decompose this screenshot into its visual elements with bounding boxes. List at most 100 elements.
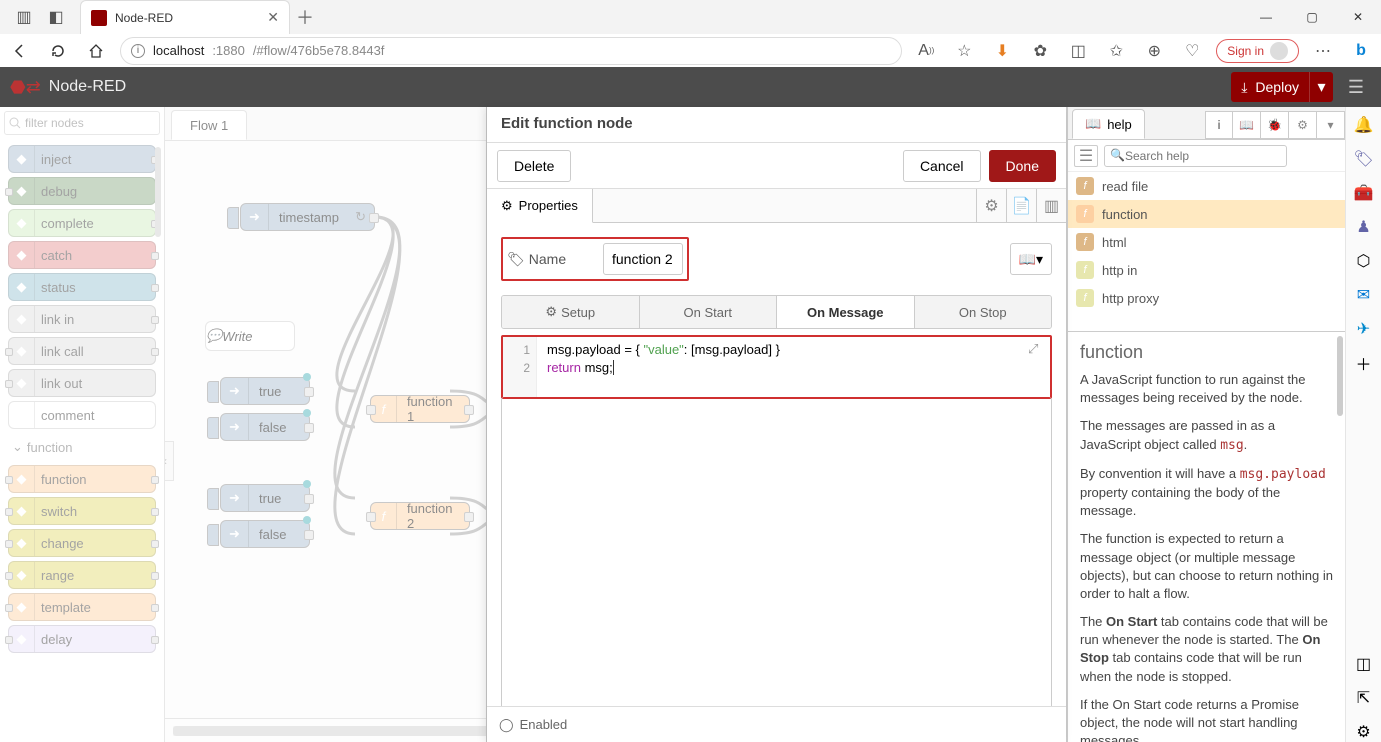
inject-node-timestamp[interactable]: ➜ timestamp ↻ <box>240 203 375 231</box>
enabled-icon[interactable]: ◯ <box>499 717 514 733</box>
name-input[interactable] <box>603 243 683 275</box>
palette-node-link-out[interactable]: ◆link out <box>8 369 156 397</box>
config-tab-icon[interactable]: ⚙ <box>1289 111 1317 139</box>
inject-node-false1[interactable]: ➜ false <box>220 413 310 441</box>
delete-button[interactable]: Delete <box>497 150 571 182</box>
palette-node-complete[interactable]: ◆complete <box>8 209 156 237</box>
help-search-input[interactable] <box>1104 145 1287 167</box>
palette-node-function[interactable]: ◆function <box>8 465 156 493</box>
help-node-html[interactable]: fhtml <box>1068 228 1345 256</box>
games-icon[interactable]: ♟ <box>1354 217 1374 237</box>
palette-filter-input[interactable] <box>4 111 160 135</box>
palette-category[interactable]: ⌄ function <box>8 433 156 461</box>
bookmark-button[interactable]: 📖 ▾ <box>1010 243 1052 275</box>
palette-node-status[interactable]: ◆status <box>8 273 156 301</box>
desc-tab-icon[interactable]: 📄 <box>1006 189 1036 222</box>
outlook-icon[interactable]: ✉ <box>1354 285 1374 305</box>
code-editor-rest[interactable] <box>501 397 1052 706</box>
url-field[interactable]: i localhost:1880/#flow/476b5e78.8443f <box>120 37 902 65</box>
palette-node-link-call[interactable]: ◆link call <box>8 337 156 365</box>
notifications-icon[interactable]: 🔔 <box>1354 115 1374 135</box>
function-node-1[interactable]: f function 1 <box>370 395 470 423</box>
inject-button[interactable] <box>207 417 219 439</box>
telegram-icon[interactable]: ✈ <box>1354 319 1374 339</box>
minimize-button[interactable]: — <box>1243 0 1289 34</box>
palette-collapse-handle[interactable]: ‹ <box>165 441 174 481</box>
performance-icon[interactable]: ♡ <box>1178 37 1206 65</box>
bing-icon[interactable]: b <box>1347 37 1375 65</box>
split-icon[interactable]: ◫ <box>1064 37 1092 65</box>
back-button[interactable] <box>6 37 34 65</box>
refresh-button[interactable] <box>44 37 72 65</box>
inject-button[interactable] <box>207 524 219 546</box>
toc-button[interactable]: ☰ <box>1074 145 1098 167</box>
palette-node-switch[interactable]: ◆switch <box>8 497 156 525</box>
help-node-read-file[interactable]: fread file <box>1068 172 1345 200</box>
home-button[interactable] <box>82 37 110 65</box>
inject-button[interactable] <box>227 207 239 229</box>
appearance-tab-icon[interactable]: ▥ <box>1036 189 1066 222</box>
deploy-menu-button[interactable]: ▾ <box>1309 72 1333 102</box>
palette-node-delay[interactable]: ◆delay <box>8 625 156 653</box>
palette-node-comment[interactable]: ◆comment <box>8 401 156 429</box>
close-window-button[interactable]: ✕ <box>1335 0 1381 34</box>
favorites-bar-icon[interactable]: ✩ <box>1102 37 1130 65</box>
inject-node-true2[interactable]: ➜ true <box>220 484 310 512</box>
help-tab-icon[interactable]: 📖 <box>1233 111 1261 139</box>
browser-tab[interactable]: Node-RED ✕ <box>80 0 290 34</box>
onstart-tab[interactable]: On Start <box>640 296 778 328</box>
inject-button[interactable] <box>207 488 219 510</box>
collections-icon[interactable]: ⊕ <box>1140 37 1168 65</box>
inject-button[interactable] <box>207 381 219 403</box>
help-scrollbar[interactable] <box>1337 336 1343 416</box>
debug-tab-icon[interactable]: 🐞 <box>1261 111 1289 139</box>
help-node-http-proxy[interactable]: fhttp proxy <box>1068 284 1345 312</box>
sidebar-menu-icon[interactable]: ▾ <box>1317 111 1345 139</box>
env-tab-icon[interactable]: ⚙ <box>976 189 1006 222</box>
comment-node[interactable]: 💬 Write <box>205 321 295 351</box>
properties-tab[interactable]: ⚙ Properties <box>487 189 593 223</box>
inject-node-false2[interactable]: ➜ false <box>220 520 310 548</box>
palette-node-change[interactable]: ◆change <box>8 529 156 557</box>
help-node-function[interactable]: ffunction <box>1068 200 1345 228</box>
extension-icon[interactable]: ✿ <box>1026 37 1054 65</box>
code-editor[interactable]: 12 msg.payload = { "value": [msg.payload… <box>503 337 1050 397</box>
tools-icon[interactable]: 🧰 <box>1354 183 1374 203</box>
palette-node-template[interactable]: ◆template <box>8 593 156 621</box>
settings-icon[interactable]: ⚙ <box>1354 722 1374 742</box>
expand-editor-icon[interactable]: ⤢ <box>1028 341 1046 359</box>
more-icon[interactable]: ⋯ <box>1309 37 1337 65</box>
palette-scrollbar[interactable] <box>155 147 161 237</box>
share-icon[interactable]: ⇱ <box>1354 688 1374 708</box>
read-aloud-icon[interactable]: A)) <box>912 37 940 65</box>
palette-node-debug[interactable]: ◆debug <box>8 177 156 205</box>
signin-button[interactable]: Sign in <box>1216 39 1299 63</box>
deploy-button[interactable]: ⤓ Deploy <box>1231 72 1309 102</box>
new-tab-button[interactable]: ＋ <box>290 4 320 30</box>
info-tab-icon[interactable]: i <box>1205 111 1233 139</box>
onstop-tab[interactable]: On Stop <box>915 296 1052 328</box>
onmessage-tab[interactable]: On Message <box>777 296 915 328</box>
setup-tab[interactable]: ⚙Setup <box>502 296 640 328</box>
inject-node-true1[interactable]: ➜ true <box>220 377 310 405</box>
palette-node-inject[interactable]: ◆inject <box>8 145 156 173</box>
workspaces-icon[interactable]: ▥ <box>14 7 34 27</box>
palette-node-catch[interactable]: ◆catch <box>8 241 156 269</box>
download-icon[interactable]: ⬇ <box>988 37 1016 65</box>
close-tab-icon[interactable]: ✕ <box>267 9 279 26</box>
favorite-icon[interactable]: ☆ <box>950 37 978 65</box>
add-icon[interactable]: ＋ <box>1354 353 1374 373</box>
help-tab[interactable]: 📖 help <box>1072 109 1145 139</box>
help-node-http-in[interactable]: fhttp in <box>1068 256 1345 284</box>
palette-node-range[interactable]: ◆range <box>8 561 156 589</box>
palette-node-link-in[interactable]: ◆link in <box>8 305 156 333</box>
tabs-icon[interactable]: ◧ <box>46 7 66 27</box>
layout-icon[interactable]: ◫ <box>1354 654 1374 674</box>
function-node-2[interactable]: f function 2 <box>370 502 470 530</box>
flow-tab[interactable]: Flow 1 <box>171 110 247 140</box>
shopping-icon[interactable]: 🏷 <box>1354 149 1374 169</box>
done-button[interactable]: Done <box>989 150 1056 182</box>
office-icon[interactable]: ⬡ <box>1354 251 1374 271</box>
main-menu-button[interactable]: ☰ <box>1341 72 1371 102</box>
maximize-button[interactable]: ▢ <box>1289 0 1335 34</box>
